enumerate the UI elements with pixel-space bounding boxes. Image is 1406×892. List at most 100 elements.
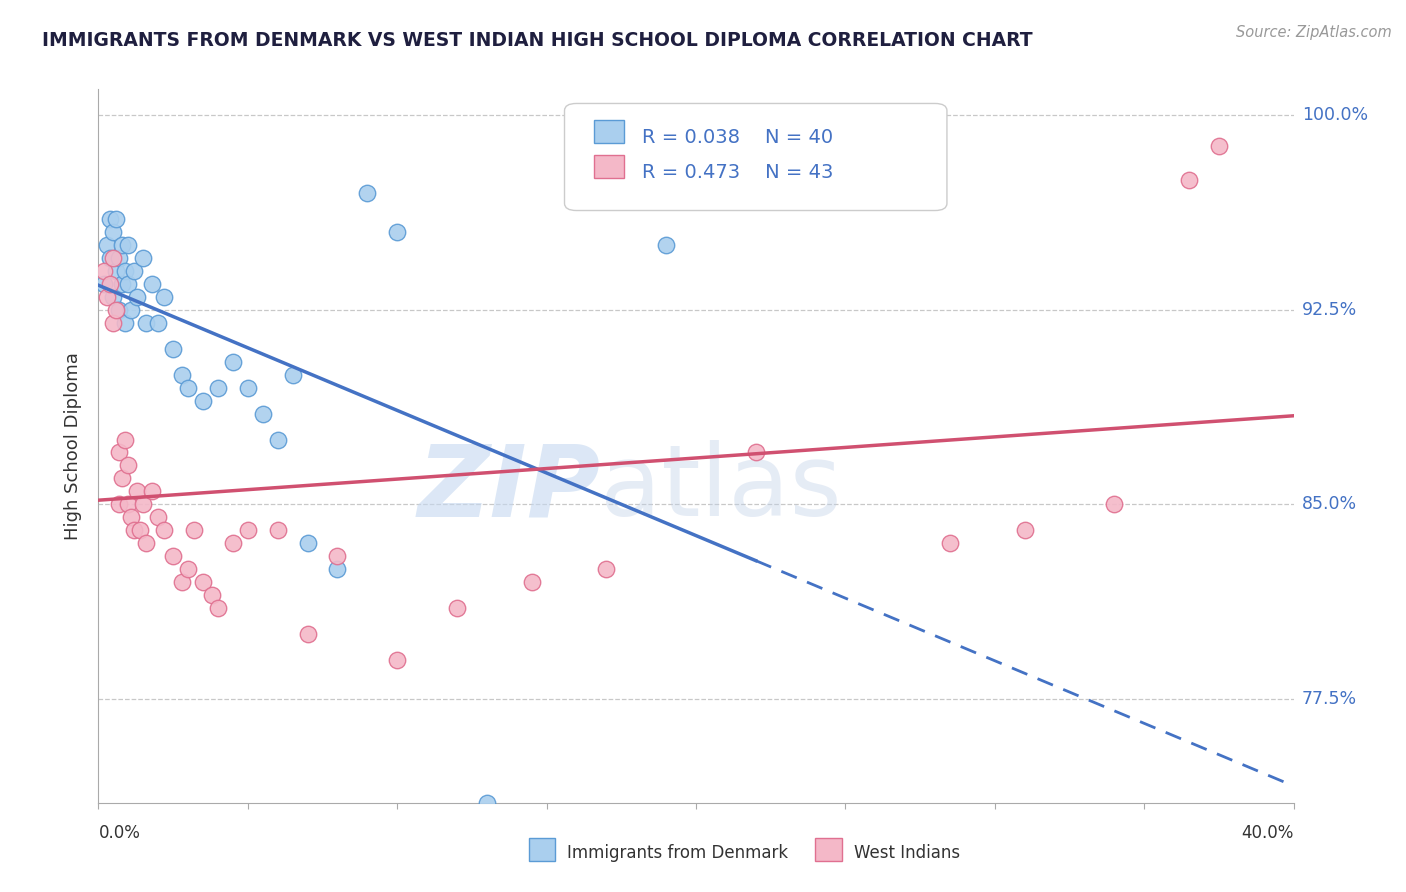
Point [120, 302, 142, 317]
Point [135, 316, 157, 330]
Point [111, 277, 134, 291]
Text: 40.0%: 40.0% [1241, 823, 1294, 841]
Bar [815, 838, 842, 862]
Point [475, 796, 498, 810]
Point [105, 211, 128, 226]
Point [105, 264, 128, 278]
Point [108, 302, 131, 317]
Point [103, 251, 125, 265]
Point [148, 510, 170, 524]
Point [93, 277, 115, 291]
Text: atlas: atlas [600, 441, 842, 537]
Point [520, 575, 543, 590]
Point [1014, 524, 1036, 538]
Point [132, 497, 155, 511]
Point [93, 264, 115, 278]
Point [148, 316, 170, 330]
Point [132, 251, 155, 265]
Point [141, 484, 163, 499]
Point [127, 484, 149, 499]
Point [207, 381, 229, 395]
Point [267, 524, 290, 538]
Point [124, 524, 146, 538]
Point [103, 290, 125, 304]
Text: 0.0%: 0.0% [98, 823, 141, 841]
Text: ZIP: ZIP [418, 441, 600, 537]
Point [297, 627, 319, 641]
Point [108, 497, 131, 511]
Point [111, 238, 134, 252]
Point [207, 601, 229, 615]
Point [745, 445, 768, 459]
Point [162, 342, 184, 356]
Point [98, 277, 122, 291]
Point [117, 458, 139, 473]
Point [108, 251, 131, 265]
Text: 77.5%: 77.5% [1302, 690, 1357, 708]
Point [236, 524, 259, 538]
Point [105, 302, 128, 317]
Point [108, 445, 131, 459]
Point [326, 549, 349, 564]
Text: R = 0.038    N = 40: R = 0.038 N = 40 [643, 128, 834, 146]
Text: Immigrants from Denmark: Immigrants from Denmark [567, 844, 787, 862]
Point [114, 433, 136, 447]
Point [236, 381, 259, 395]
Point [177, 381, 200, 395]
Point [595, 562, 617, 576]
Point [111, 471, 134, 485]
Point [281, 368, 304, 382]
Point [385, 653, 409, 667]
Point [103, 316, 125, 330]
Point [98, 251, 122, 265]
Point [939, 536, 962, 550]
Point [153, 524, 176, 538]
Bar [595, 155, 624, 178]
Point [172, 575, 194, 590]
Point [135, 536, 157, 550]
Point [98, 211, 122, 226]
Text: 92.5%: 92.5% [1302, 301, 1357, 318]
Text: 100.0%: 100.0% [1302, 106, 1368, 124]
Point [222, 536, 245, 550]
Point [103, 225, 125, 239]
Bar [595, 120, 624, 143]
Point [191, 393, 214, 408]
Point [96, 290, 118, 304]
Point [124, 264, 146, 278]
Point [129, 524, 152, 538]
Point [297, 536, 319, 550]
Text: R = 0.473    N = 43: R = 0.473 N = 43 [643, 163, 834, 182]
Point [1208, 139, 1230, 153]
Point [222, 354, 245, 368]
Text: West Indians: West Indians [853, 844, 960, 862]
FancyBboxPatch shape [565, 103, 946, 211]
Point [385, 225, 409, 239]
Point [183, 524, 205, 538]
Text: 85.0%: 85.0% [1302, 495, 1357, 514]
Point [114, 316, 136, 330]
Point [117, 277, 139, 291]
Point [191, 575, 214, 590]
Point [172, 368, 194, 382]
Point [252, 407, 274, 421]
Point [117, 238, 139, 252]
Point [177, 562, 200, 576]
Text: Source: ZipAtlas.com: Source: ZipAtlas.com [1236, 25, 1392, 40]
Point [162, 549, 184, 564]
Point [1104, 497, 1126, 511]
Point [153, 290, 176, 304]
Point [446, 601, 468, 615]
Point [356, 186, 378, 200]
Point [141, 277, 163, 291]
Point [1178, 173, 1201, 187]
Point [655, 238, 678, 252]
Point [326, 562, 349, 576]
Point [127, 290, 149, 304]
Point [267, 433, 290, 447]
Point [120, 510, 142, 524]
Text: IMMIGRANTS FROM DENMARK VS WEST INDIAN HIGH SCHOOL DIPLOMA CORRELATION CHART: IMMIGRANTS FROM DENMARK VS WEST INDIAN H… [42, 31, 1033, 50]
Y-axis label: High School Diploma: High School Diploma [65, 352, 83, 540]
Point [117, 497, 139, 511]
Point [201, 588, 224, 602]
